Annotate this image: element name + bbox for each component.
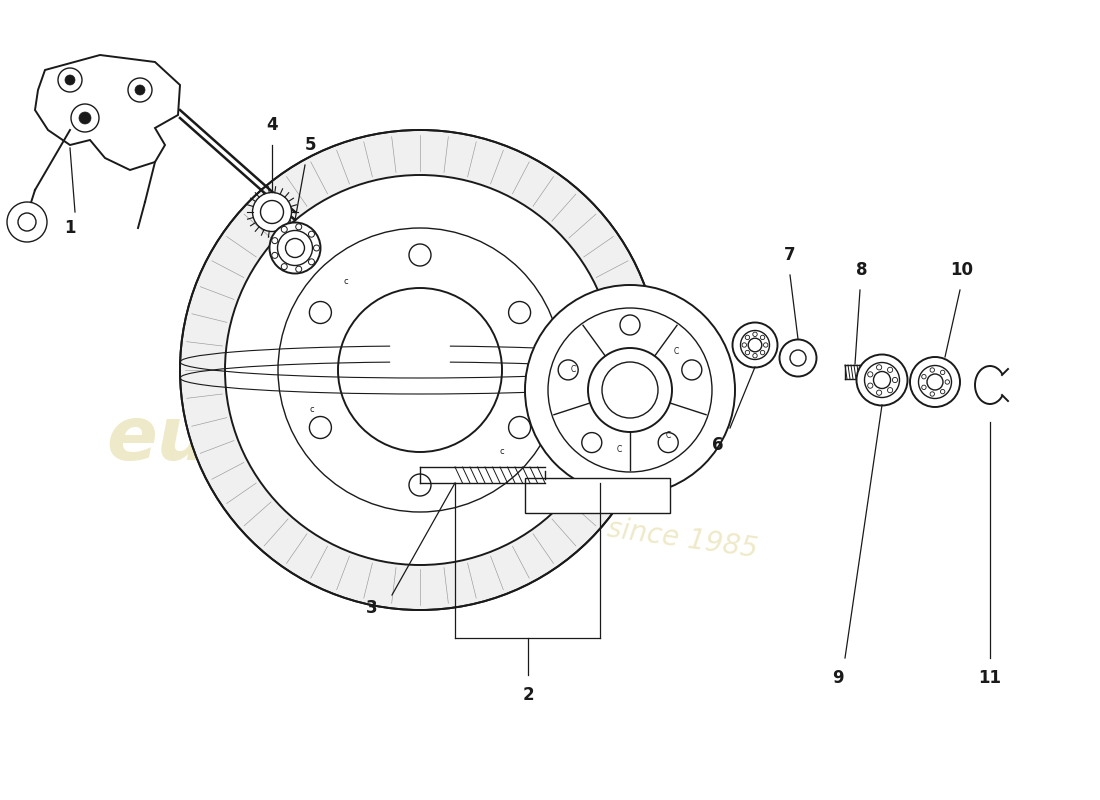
Circle shape xyxy=(752,354,757,358)
Text: 4: 4 xyxy=(266,116,278,134)
Text: c: c xyxy=(499,447,504,456)
Text: 8: 8 xyxy=(856,261,868,279)
Text: 11: 11 xyxy=(979,669,1001,687)
Circle shape xyxy=(742,342,747,347)
Text: C: C xyxy=(673,347,679,356)
Circle shape xyxy=(296,224,301,230)
Circle shape xyxy=(409,474,431,496)
Circle shape xyxy=(892,378,898,382)
Circle shape xyxy=(338,288,502,452)
Circle shape xyxy=(888,367,893,373)
Circle shape xyxy=(658,433,679,453)
Circle shape xyxy=(927,374,943,390)
Circle shape xyxy=(790,350,806,366)
Circle shape xyxy=(888,387,893,393)
Circle shape xyxy=(261,201,284,223)
Circle shape xyxy=(877,390,882,395)
Circle shape xyxy=(922,385,926,390)
Circle shape xyxy=(65,75,75,85)
Text: 2: 2 xyxy=(522,686,534,704)
Circle shape xyxy=(270,222,320,274)
Circle shape xyxy=(314,245,319,251)
Circle shape xyxy=(682,360,702,380)
Text: 3: 3 xyxy=(366,599,377,617)
Circle shape xyxy=(931,392,935,396)
Circle shape xyxy=(508,417,530,438)
Circle shape xyxy=(931,368,935,372)
Circle shape xyxy=(582,433,602,453)
Circle shape xyxy=(7,202,47,242)
Circle shape xyxy=(282,226,287,232)
Circle shape xyxy=(309,417,331,438)
Text: eurocarparts: eurocarparts xyxy=(107,403,653,477)
Circle shape xyxy=(780,339,816,377)
Circle shape xyxy=(58,68,82,92)
Circle shape xyxy=(180,130,660,610)
Bar xyxy=(525,478,670,513)
Text: a passion for parts since 1985: a passion for parts since 1985 xyxy=(340,477,760,563)
Circle shape xyxy=(588,348,672,432)
Circle shape xyxy=(940,370,945,374)
Circle shape xyxy=(558,360,579,380)
Circle shape xyxy=(945,380,949,384)
Circle shape xyxy=(918,366,952,398)
Circle shape xyxy=(752,332,757,337)
Text: c: c xyxy=(344,278,349,286)
Circle shape xyxy=(18,213,36,231)
Circle shape xyxy=(922,374,926,379)
Circle shape xyxy=(763,342,768,347)
Circle shape xyxy=(253,193,292,231)
Circle shape xyxy=(135,85,145,95)
Circle shape xyxy=(277,230,312,266)
Circle shape xyxy=(877,365,882,370)
Circle shape xyxy=(760,335,764,340)
Circle shape xyxy=(308,231,315,237)
Circle shape xyxy=(760,350,764,354)
Circle shape xyxy=(309,302,331,323)
Circle shape xyxy=(296,266,301,272)
Circle shape xyxy=(286,238,305,258)
Circle shape xyxy=(525,285,735,495)
Circle shape xyxy=(620,315,640,335)
Circle shape xyxy=(602,362,658,418)
Text: 1: 1 xyxy=(64,219,76,237)
Circle shape xyxy=(409,244,431,266)
Text: c: c xyxy=(309,405,315,414)
Circle shape xyxy=(508,302,530,323)
Circle shape xyxy=(940,390,945,394)
Circle shape xyxy=(745,335,749,340)
Circle shape xyxy=(733,322,778,367)
Circle shape xyxy=(272,238,278,244)
Text: C: C xyxy=(571,365,576,374)
Text: 7: 7 xyxy=(784,246,795,264)
Circle shape xyxy=(868,383,873,388)
Circle shape xyxy=(865,362,900,398)
Circle shape xyxy=(868,372,873,377)
Text: 9: 9 xyxy=(833,669,844,687)
Text: 6: 6 xyxy=(713,436,724,454)
Text: C: C xyxy=(666,431,671,441)
Circle shape xyxy=(226,175,615,565)
Circle shape xyxy=(79,112,91,124)
Circle shape xyxy=(282,264,287,270)
Circle shape xyxy=(745,350,749,354)
Text: 5: 5 xyxy=(305,136,316,154)
Circle shape xyxy=(272,252,278,258)
Circle shape xyxy=(857,354,907,406)
Text: 10: 10 xyxy=(950,261,974,279)
Circle shape xyxy=(873,371,891,389)
Circle shape xyxy=(308,259,315,265)
Text: C: C xyxy=(617,445,623,454)
Circle shape xyxy=(72,104,99,132)
Circle shape xyxy=(748,338,762,352)
Circle shape xyxy=(910,357,960,407)
Circle shape xyxy=(740,330,770,359)
Circle shape xyxy=(128,78,152,102)
